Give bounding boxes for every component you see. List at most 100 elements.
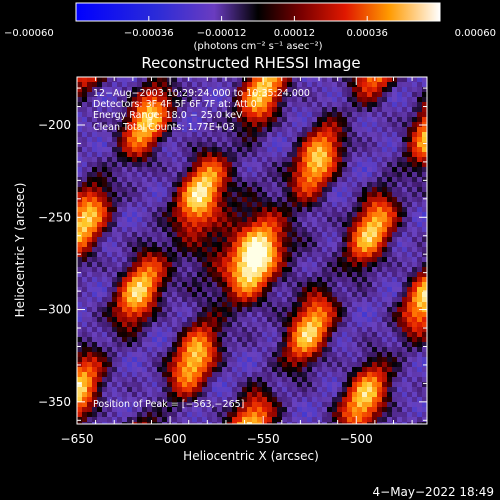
heatmap-cell	[372, 262, 378, 268]
heatmap-cell	[102, 182, 108, 188]
heatmap-cell	[317, 112, 323, 118]
heatmap-cell	[97, 192, 103, 198]
heatmap-cell	[147, 402, 153, 408]
heatmap-cell	[252, 82, 258, 88]
heatmap-cell	[222, 192, 228, 198]
heatmap-cell	[177, 142, 183, 148]
heatmap-cell	[312, 262, 318, 268]
heatmap-cell	[397, 282, 403, 288]
heatmap-cell	[197, 132, 203, 138]
heatmap-cell	[317, 372, 323, 378]
heatmap-cell	[377, 232, 383, 238]
heatmap-cell	[247, 337, 253, 343]
heatmap-cell	[82, 277, 88, 283]
heatmap-cell	[362, 397, 368, 403]
heatmap-cell	[227, 202, 233, 208]
heatmap-cell	[382, 132, 388, 138]
heatmap-cell	[82, 82, 88, 88]
heatmap-cell	[372, 247, 378, 253]
heatmap-cell	[387, 122, 393, 128]
heatmap-cell	[252, 232, 258, 238]
heatmap-cell	[122, 362, 128, 368]
heatmap-cell	[342, 352, 348, 358]
heatmap-cell	[217, 272, 223, 278]
heatmap-cell	[162, 202, 168, 208]
heatmap-cell	[272, 252, 278, 258]
heatmap-cell	[222, 317, 228, 323]
heatmap-cell	[392, 302, 398, 308]
heatmap-cell	[232, 237, 238, 243]
heatmap-cell	[332, 122, 338, 128]
heatmap-cell	[277, 407, 283, 413]
heatmap-cell	[337, 252, 343, 258]
heatmap-cell	[142, 227, 148, 233]
heatmap-cell	[177, 267, 183, 273]
heatmap-cell	[137, 347, 143, 353]
heatmap-cell	[202, 157, 208, 163]
heatmap-cell	[147, 352, 153, 358]
heatmap-cell	[117, 372, 123, 378]
heatmap-cell	[172, 202, 178, 208]
heatmap-cell	[182, 407, 188, 413]
heatmap-cell	[287, 97, 293, 103]
heatmap-cell	[127, 362, 133, 368]
heatmap-cell	[187, 262, 193, 268]
heatmap-cell	[322, 362, 328, 368]
heatmap-cell	[397, 147, 403, 153]
heatmap-cell	[292, 342, 298, 348]
colorbar-tick-label: −0.00012	[197, 28, 247, 39]
heatmap-cell	[142, 157, 148, 163]
heatmap-cell	[302, 162, 308, 168]
heatmap-cell	[372, 167, 378, 173]
heatmap-cell	[362, 77, 368, 83]
heatmap-cell	[292, 82, 298, 88]
heatmap-cell	[392, 107, 398, 113]
heatmap-cell	[217, 422, 223, 424]
heatmap-cell	[197, 407, 203, 413]
heatmap-cell	[137, 152, 143, 158]
heatmap-cell	[87, 157, 93, 163]
heatmap-cell	[222, 237, 228, 243]
heatmap-cell	[257, 157, 263, 163]
heatmap-cell	[187, 222, 193, 228]
heatmap-cell	[277, 207, 283, 213]
heatmap-cell	[242, 347, 248, 353]
heatmap-cell	[207, 372, 213, 378]
heatmap-cell	[132, 162, 138, 168]
heatmap-cell	[267, 147, 273, 153]
heatmap-cell	[162, 352, 168, 358]
heatmap-cell	[102, 272, 108, 278]
heatmap-cell	[327, 352, 333, 358]
heatmap-cell	[277, 292, 283, 298]
heatmap-cell	[242, 362, 248, 368]
heatmap-cell	[242, 367, 248, 373]
heatmap-cell	[287, 132, 293, 138]
heatmap-cell	[252, 342, 258, 348]
heatmap-cell	[132, 382, 138, 388]
heatmap-cell	[112, 107, 118, 113]
heatmap-cell	[362, 417, 368, 423]
heatmap-cell	[172, 127, 178, 133]
heatmap-cell	[377, 107, 383, 113]
heatmap-cell	[367, 277, 373, 283]
heatmap-cell	[277, 357, 283, 363]
heatmap-cell	[277, 277, 283, 283]
heatmap-cell	[222, 322, 228, 328]
heatmap-cell	[182, 252, 188, 258]
heatmap-cell	[412, 112, 418, 118]
heatmap-cell	[187, 107, 193, 113]
heatmap-cell	[147, 162, 153, 168]
heatmap-cell	[312, 137, 318, 143]
heatmap-cell	[162, 117, 168, 123]
heatmap-cell	[287, 287, 293, 293]
heatmap-cell	[272, 272, 278, 278]
heatmap-cell	[152, 297, 158, 303]
heatmap-cell	[312, 342, 318, 348]
heatmap-cell	[277, 302, 283, 308]
heatmap-cell	[262, 362, 268, 368]
heatmap-cell	[317, 267, 323, 273]
heatmap-cell	[422, 267, 427, 273]
heatmap-cell	[197, 217, 203, 223]
heatmap-cell	[397, 362, 403, 368]
heatmap-cell	[367, 412, 373, 418]
